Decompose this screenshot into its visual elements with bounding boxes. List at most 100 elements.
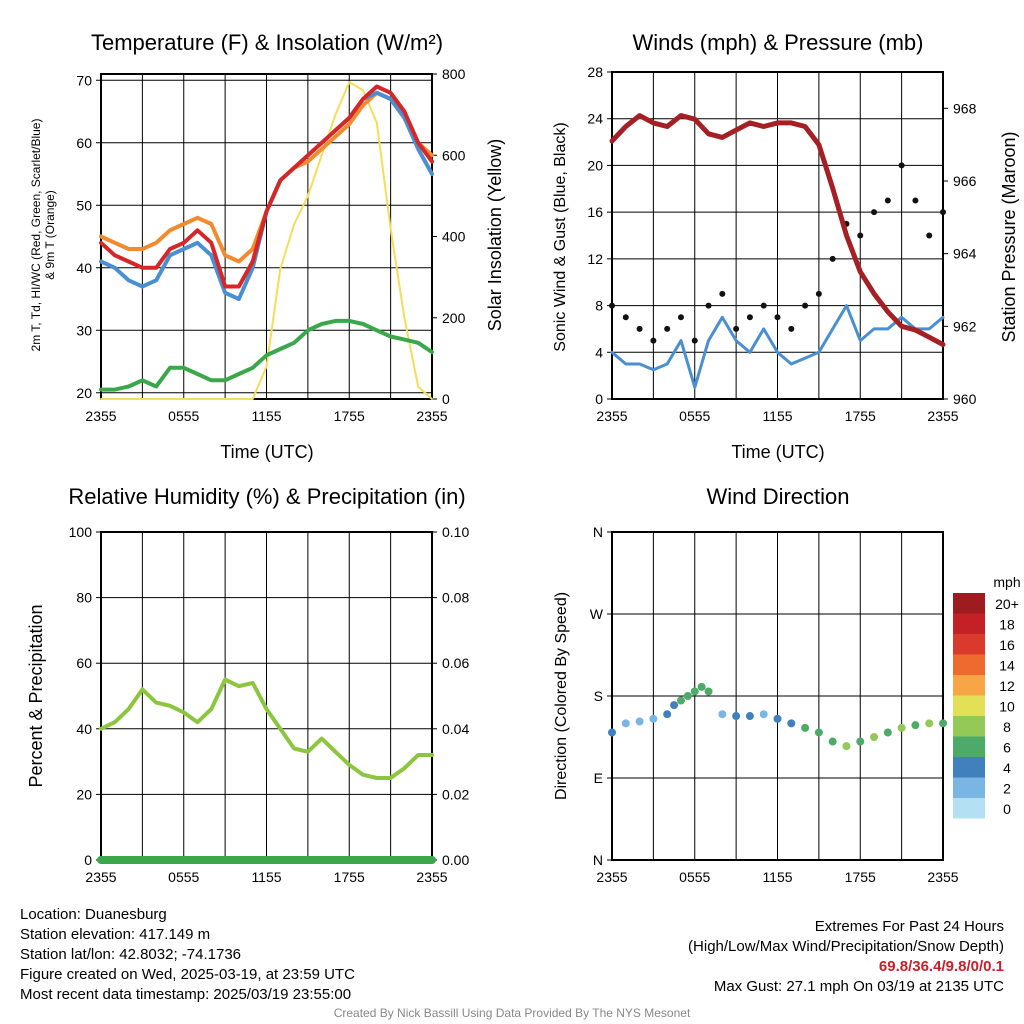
x-tick-label: 2355 xyxy=(927,408,958,424)
legend-label: 16 xyxy=(999,637,1015,653)
x-tick-label: 0555 xyxy=(679,408,710,424)
gust-point xyxy=(650,337,657,344)
x-tick-label: 1755 xyxy=(334,869,365,885)
y-tick-label-left: N xyxy=(593,852,603,868)
gust-point xyxy=(829,255,836,262)
max-gust-text: Max Gust: 27.1 mph On 03/19 at 2135 UTC xyxy=(713,978,1004,995)
gust-point xyxy=(884,197,891,204)
y-tick-label-left: N xyxy=(593,524,603,540)
y-tick-label-right: 600 xyxy=(442,147,466,163)
latlon-text: Station lat/lon: 42.8032; -74.1736 xyxy=(20,946,242,963)
pressure-line xyxy=(609,113,946,347)
wind-direction-point xyxy=(621,719,630,728)
legend-swatch xyxy=(953,736,985,757)
y-tick-label-right: 800 xyxy=(442,66,466,82)
wind-direction-point xyxy=(870,733,879,741)
wind-direction-point xyxy=(649,714,658,723)
legend-swatch xyxy=(953,654,985,675)
gust-point xyxy=(774,314,781,321)
wind-direction-point xyxy=(745,712,754,721)
y-tick-label-left: 0 xyxy=(595,391,603,407)
x-tick-label: 2355 xyxy=(596,869,627,885)
x-tick-label: 1155 xyxy=(762,408,792,424)
temperature-ylabel-left-line2: & 9m T (Orange) xyxy=(43,190,57,280)
temperature-xlabel: Time (UTC) xyxy=(220,442,313,462)
wind-direction-point xyxy=(670,701,679,710)
legend-title: mph xyxy=(993,574,1020,590)
legend-label: 8 xyxy=(1003,719,1011,735)
y-tick-label-left: 8 xyxy=(595,298,603,314)
temperature-line xyxy=(99,84,434,289)
gust-point xyxy=(912,197,919,204)
y-tick-label-left: 0 xyxy=(84,852,92,868)
wind-direction-point xyxy=(925,719,934,728)
y-tick-label-right: 0.08 xyxy=(442,590,469,606)
recent-data-text: Most recent data timestamp: 2025/03/19 2… xyxy=(20,986,352,1003)
created-text: Figure created on Wed, 2025-03-19, at 23… xyxy=(20,966,355,983)
gust-point xyxy=(802,302,809,309)
direction-ylabel-left: Direction (Colored By Speed) xyxy=(553,592,570,800)
gust-point xyxy=(719,290,726,297)
y-tick-label-left: 20 xyxy=(76,786,92,802)
extremes-title: Extremes For Past 24 Hours xyxy=(814,918,1004,935)
gust-point xyxy=(898,162,905,169)
wind-direction-point xyxy=(663,710,672,719)
wind-direction-point xyxy=(897,723,906,732)
y-tick-label-left: 100 xyxy=(69,524,93,540)
gust-point xyxy=(622,314,629,321)
humidity-title: Relative Humidity (%) & Precipitation (i… xyxy=(68,484,465,509)
humidity-panel: Relative Humidity (%) & Precipitation (i… xyxy=(26,484,469,885)
gust-point xyxy=(940,209,946,216)
y-tick-label-right: 0.04 xyxy=(442,721,469,737)
gust-point xyxy=(677,314,684,321)
speed-legend: 20+ 18 16 14 12 10 8 6 4 2 0 xyxy=(953,593,1019,819)
legend-swatch xyxy=(953,593,985,614)
y-tick-label-right: 964 xyxy=(953,246,977,262)
y-tick-label-right: 0.10 xyxy=(442,524,469,540)
y-tick-label-right: 962 xyxy=(953,318,977,334)
y-tick-label-right: 0 xyxy=(442,391,450,407)
gust-point xyxy=(636,325,643,332)
gust-point xyxy=(788,325,795,332)
temperature-panel: Temperature (F) & Insolation (W/m²) Time… xyxy=(29,30,505,462)
x-tick-label: 1155 xyxy=(762,869,792,885)
wind-direction-point xyxy=(828,737,837,746)
x-tick-label: 1155 xyxy=(251,408,281,424)
x-tick-label: 1155 xyxy=(251,869,281,885)
plot-frame xyxy=(611,71,944,400)
wind-direction-point xyxy=(911,721,920,730)
dewpoint-line xyxy=(99,318,434,392)
legend-label: 12 xyxy=(999,678,1015,694)
temperature-ylabel-right: Solar Insolation (Yellow) xyxy=(485,139,505,331)
x-tick-label: 1755 xyxy=(845,408,876,424)
y-tick-label-left: 50 xyxy=(76,197,92,213)
y-tick-label-left: 24 xyxy=(587,111,603,127)
wind-direction-point xyxy=(814,728,823,737)
y-tick-label-right: 966 xyxy=(953,173,977,189)
gust-point xyxy=(815,290,822,297)
station-info: Location: Duanesburg Station elevation: … xyxy=(20,905,355,1005)
y-tick-label-left: S xyxy=(594,688,603,704)
winds-ylabel-left: Sonic Wind & Gust (Blue, Black) xyxy=(552,122,569,351)
direction-panel: Wind Direction Direction (Colored By Spe… xyxy=(553,484,1021,885)
gust-point xyxy=(871,209,878,216)
legend-swatch xyxy=(953,777,985,798)
wind-direction-point xyxy=(676,696,685,705)
legend-label: 4 xyxy=(1003,760,1011,776)
y-tick-label-right: 0.02 xyxy=(442,786,469,802)
legend-swatch xyxy=(953,757,985,778)
temperature-title: Temperature (F) & Insolation (W/m²) xyxy=(91,30,443,55)
y-tick-label-left: 40 xyxy=(76,260,92,276)
wind-direction-point xyxy=(608,728,616,737)
wind-direction-point xyxy=(939,719,947,728)
y-tick-label-left: 40 xyxy=(76,721,92,737)
winds-panel: Winds (mph) & Pressure (mb) Time (UTC) S… xyxy=(552,30,1019,462)
wind-direction-point xyxy=(759,710,768,719)
solar-insolation-line xyxy=(100,81,433,400)
y-tick-label-left: 70 xyxy=(76,72,92,88)
y-tick-label-left: 80 xyxy=(76,590,92,606)
legend-label: 0 xyxy=(1003,801,1011,817)
y-tick-label-left: 60 xyxy=(76,655,92,671)
wind-direction-point xyxy=(842,742,851,751)
y-tick-label-left: 20 xyxy=(587,157,603,173)
